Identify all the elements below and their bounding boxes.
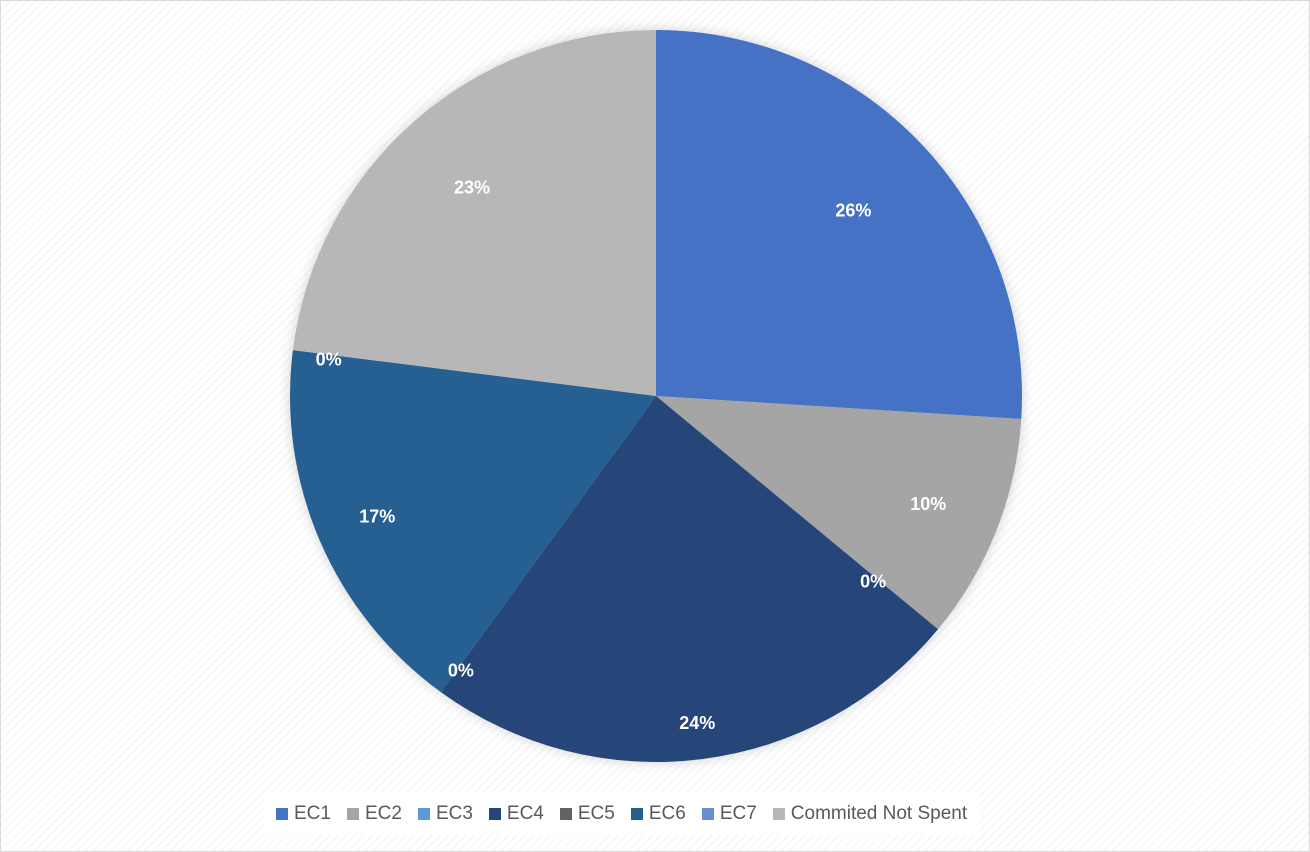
legend: EC1 EC2 EC3 EC4 EC5 EC6 EC7 Commited Not Spent [264,793,980,835]
legend-label: EC7 [719,803,757,824]
legend-swatch [772,808,785,820]
data-label-ec3: 0% [860,571,886,591]
pie-slice-ec2 [656,396,1022,630]
pie-slices [290,30,1022,762]
pie-slice-ec4 [440,396,939,762]
legend-label: EC1 [294,803,331,824]
legend-swatch [276,808,288,820]
legend-label: EC6 [648,803,686,824]
legend-item: EC2 [346,803,402,825]
pie-slice-ec1 [656,30,1022,419]
legend-item: EC1 [276,803,331,825]
data-label-ec7: 0% [316,349,342,369]
legend-label: EC5 [577,803,615,824]
legend-swatch [417,808,430,820]
legend-item: EC3 [417,803,473,825]
data-label-commited-not-spent: 23% [454,177,490,197]
legend-swatch [488,808,501,820]
pie-slice-commited-not-spent [292,30,656,396]
data-label-ec6: 17% [359,507,395,527]
data-label-ec5: 0% [448,660,474,680]
legend-label: EC3 [435,803,473,824]
legend-label: Commited Not Spent [790,803,968,824]
legend-item: EC6 [630,803,686,825]
legend-label: EC2 [364,803,402,824]
legend-label: EC4 [506,803,544,824]
legend-swatch [559,808,572,820]
legend-swatch [701,808,714,820]
legend-item: EC4 [488,803,544,825]
legend-swatch [346,808,359,820]
data-label-ec2: 10% [910,494,946,514]
legend-item: EC7 [701,803,757,825]
pie-slice-ec6 [290,350,656,693]
data-label-ec4: 24% [679,713,715,733]
pie-data-labels: 26% 10% 0% 24% 0% 17% 0% 23% [316,177,947,732]
legend-item: EC5 [559,803,615,825]
data-label-ec1: 26% [835,201,871,221]
legend-item: Commited Not Spent [772,803,968,825]
legend-swatch [630,808,643,820]
